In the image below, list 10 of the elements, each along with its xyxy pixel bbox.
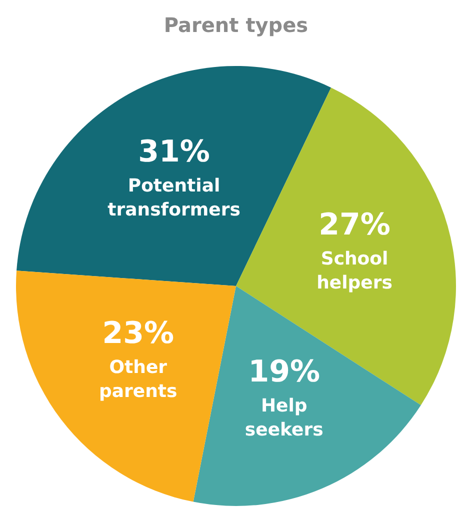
data-label: 19% xyxy=(248,354,320,390)
data-label: 27% xyxy=(318,207,390,242)
data-label: 31% xyxy=(138,134,210,170)
slice-label: Other parents xyxy=(99,356,178,402)
data-label: 23% xyxy=(102,316,174,351)
slice-label: School helpers xyxy=(316,248,392,294)
slice-label: Help seekers xyxy=(244,395,324,440)
chart-title: Parent types xyxy=(164,13,308,37)
slice-label: Potential transformers xyxy=(108,176,240,221)
pie-slice xyxy=(16,270,236,502)
